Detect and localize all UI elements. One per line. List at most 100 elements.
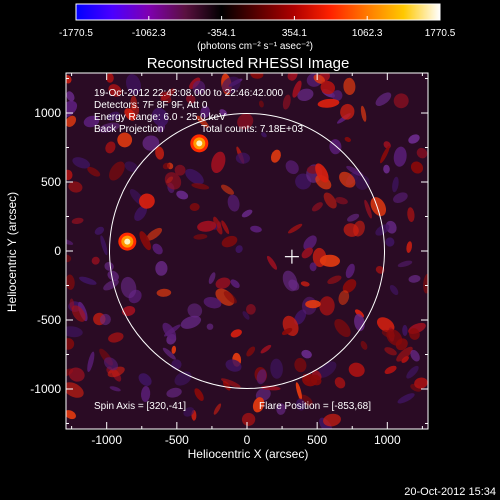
texture-blob xyxy=(68,181,83,193)
spin-axis-label: Spin Axis = [320,-41] xyxy=(94,401,186,412)
y-tick-label: -500 xyxy=(37,313,61,327)
texture-blob xyxy=(187,303,203,318)
texture-blob xyxy=(256,369,267,385)
texture-blob xyxy=(408,328,420,340)
texture-blob xyxy=(364,199,372,219)
texture-blob xyxy=(323,413,341,427)
texture-blob xyxy=(197,220,217,232)
texture-blob xyxy=(235,152,250,164)
texture-blob xyxy=(72,157,91,169)
texture-blob xyxy=(185,168,204,185)
texture-blob xyxy=(105,141,116,154)
texture-blob xyxy=(408,134,420,144)
texture-blob xyxy=(290,73,299,81)
texture-blob xyxy=(156,288,172,297)
texture-blob xyxy=(130,95,138,110)
texture-blob xyxy=(66,74,72,84)
texture-blob xyxy=(174,164,186,176)
texture-blob xyxy=(162,322,177,340)
texture-blob xyxy=(392,176,399,193)
bright-source xyxy=(118,232,137,251)
texture-blob xyxy=(246,346,256,357)
colorbar-tick-label: 1062.3 xyxy=(352,28,383,39)
texture-blob xyxy=(345,263,355,279)
texture-blob xyxy=(300,281,310,287)
texture-blob xyxy=(98,122,120,133)
texture-blob xyxy=(189,202,200,212)
texture-blob xyxy=(346,165,364,177)
texture-blob xyxy=(151,107,169,127)
solar-limb-circle xyxy=(108,112,386,390)
texture-blob xyxy=(194,388,204,401)
texture-blob xyxy=(221,235,238,248)
texture-blob xyxy=(200,105,211,118)
info-time-range: 19-Oct-2012 22:43:08.000 to 22:46:42.000 xyxy=(94,88,283,99)
info-method: Back Projection xyxy=(94,124,163,135)
texture-blob xyxy=(162,347,176,360)
texture-blob xyxy=(221,76,241,94)
texture-blob xyxy=(208,272,216,284)
colorbar-ticks: -1770.5 -1062.3 -354.1 354.1 1062.3 1770.5 xyxy=(59,16,456,39)
texture-blob xyxy=(206,323,214,330)
texture-blob xyxy=(155,261,168,276)
image-background xyxy=(66,73,428,429)
texture-blob xyxy=(191,183,210,190)
texture-blob xyxy=(107,270,119,281)
info-total-counts: Total counts: 7.18E+03 xyxy=(201,124,303,135)
texture-blob xyxy=(106,73,114,83)
texture-blob xyxy=(176,190,189,200)
texture-blob xyxy=(296,398,306,411)
texture-blob xyxy=(311,202,323,212)
texture-blob xyxy=(103,357,119,371)
texture-blob xyxy=(66,338,75,350)
texture-blob xyxy=(193,234,208,240)
texture-blob xyxy=(266,255,278,270)
spin-axis-cross-marker xyxy=(284,249,299,264)
texture-blob xyxy=(258,100,264,108)
info-detectors: Detectors: 7F 8F 9F, Att 0 xyxy=(94,100,208,111)
texture-blob xyxy=(276,403,286,415)
texture-blob xyxy=(334,377,346,389)
colorbar-tick-label: 354.1 xyxy=(282,28,307,39)
texture-blob xyxy=(285,160,299,175)
texture-blob xyxy=(331,90,343,102)
axis-ticks xyxy=(66,73,428,429)
texture-blob xyxy=(347,213,360,222)
texture-blob xyxy=(79,276,97,285)
texture-blob xyxy=(260,344,272,354)
texture-blob xyxy=(140,386,151,402)
texture-blob xyxy=(87,166,101,177)
texture-blob xyxy=(320,80,336,95)
texture-blob xyxy=(410,349,420,362)
texture-blob xyxy=(120,276,137,299)
texture-blob xyxy=(185,94,196,104)
texture-blob xyxy=(94,226,105,235)
texture-blob xyxy=(261,132,267,138)
texture-blob xyxy=(297,88,314,101)
texture-blob xyxy=(270,358,283,379)
texture-blob xyxy=(303,235,317,251)
flare-position-label: Flare Position = [-853,68] xyxy=(259,401,371,412)
x-tick-label: -500 xyxy=(165,433,189,447)
colorbar-tick-label: -1062.3 xyxy=(132,28,166,39)
texture-blob xyxy=(342,279,357,293)
texture-blob xyxy=(348,362,365,377)
texture-blob xyxy=(230,329,242,338)
texture-blob xyxy=(319,296,335,316)
plot-title: Reconstructed RHESSI Image xyxy=(147,55,350,72)
texture-blob xyxy=(360,340,368,350)
texture-blob xyxy=(109,386,121,392)
texture-blob xyxy=(138,373,152,386)
timestamp: 20-Oct-2012 15:34 xyxy=(404,486,496,498)
y-tick-label: -1000 xyxy=(30,382,61,396)
texture-blob xyxy=(66,254,72,263)
texture-blob xyxy=(319,254,340,267)
texture-blob xyxy=(383,164,390,174)
texture-blob xyxy=(305,299,321,309)
texture-blob xyxy=(313,74,326,84)
texture-blob xyxy=(117,132,133,148)
texture-blob xyxy=(343,223,359,237)
bright-sources xyxy=(118,134,209,251)
texture-blob xyxy=(408,275,421,283)
texture-blob xyxy=(414,377,428,389)
